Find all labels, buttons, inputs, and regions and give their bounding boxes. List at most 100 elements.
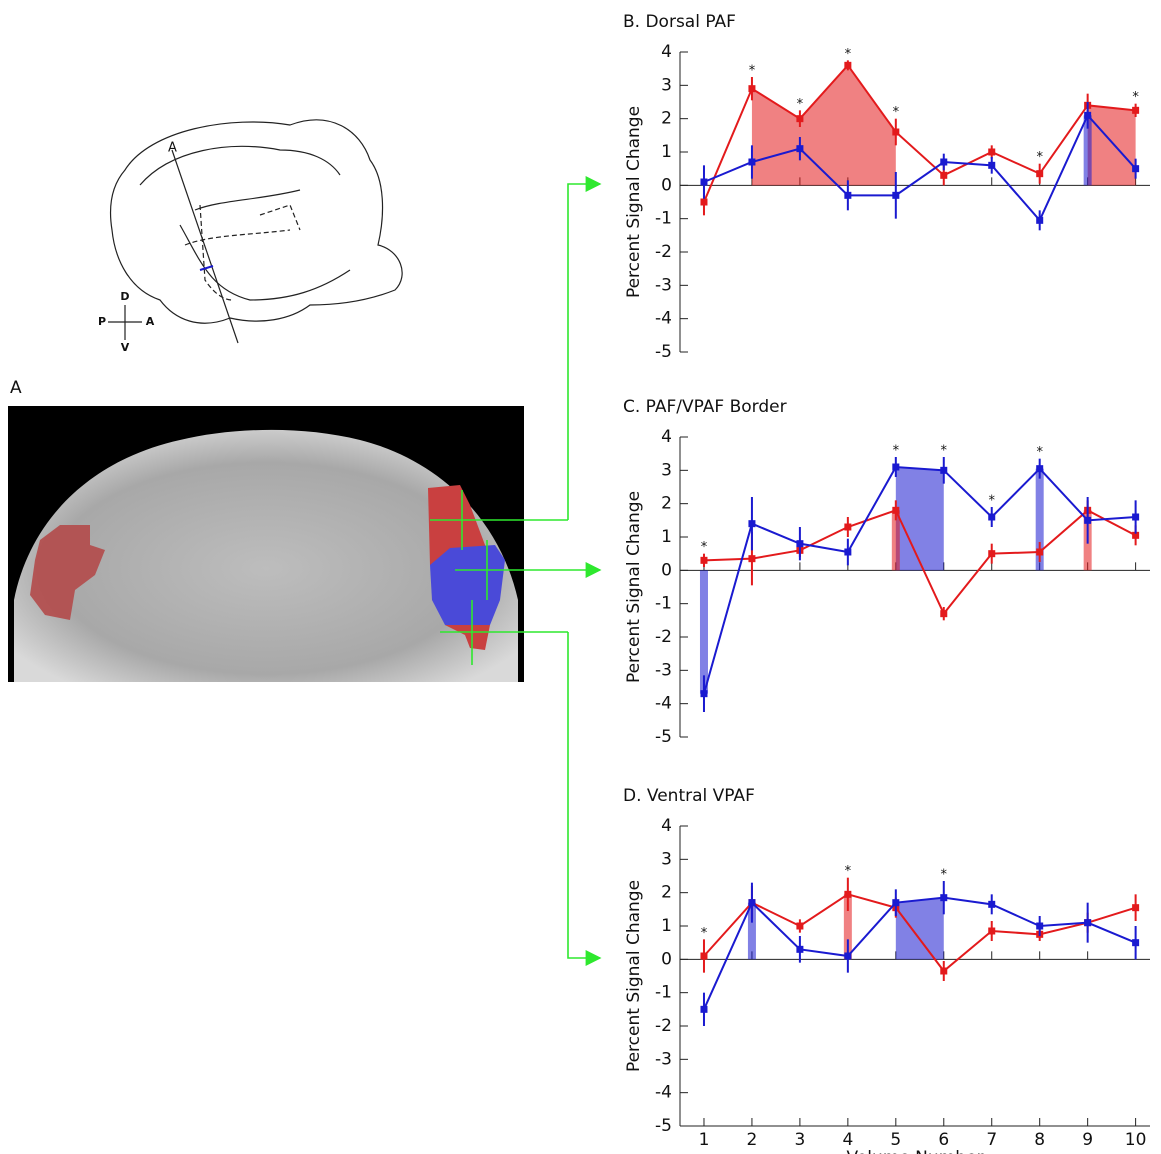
y-tick-label: -3 bbox=[655, 1049, 672, 1069]
data-point bbox=[988, 550, 995, 557]
data-point bbox=[1132, 165, 1139, 172]
data-point bbox=[940, 159, 947, 166]
y-tick-label: -3 bbox=[655, 660, 672, 680]
data-point bbox=[988, 928, 995, 935]
data-point bbox=[1036, 170, 1043, 177]
data-point bbox=[988, 901, 995, 908]
y-tick-label: 3 bbox=[661, 849, 672, 869]
y-tick-label: -1 bbox=[655, 983, 672, 1003]
data-point bbox=[748, 85, 755, 92]
brain-sketch bbox=[108, 120, 402, 343]
x-tick-label: 3 bbox=[794, 1130, 805, 1150]
y-axis-label: Percent Signal Change bbox=[624, 880, 644, 1072]
cut-label: A bbox=[168, 141, 177, 156]
chart-title: C. PAF/VPAF Border bbox=[623, 397, 787, 417]
significance-marker: * bbox=[749, 64, 756, 79]
significance-marker: * bbox=[1036, 445, 1043, 460]
y-tick-label: 3 bbox=[661, 75, 672, 95]
significance-marker: * bbox=[893, 105, 900, 120]
data-point bbox=[700, 1006, 707, 1013]
data-point bbox=[844, 953, 851, 960]
significance-marker: * bbox=[1132, 90, 1139, 105]
significance-marker: * bbox=[845, 47, 852, 62]
y-tick-label: 0 bbox=[661, 949, 672, 969]
data-point bbox=[844, 62, 851, 69]
data-point bbox=[892, 129, 899, 136]
data-point bbox=[940, 467, 947, 474]
data-point bbox=[892, 899, 899, 906]
y-tick-label: -4 bbox=[655, 1083, 672, 1103]
data-point bbox=[844, 192, 851, 199]
data-point bbox=[1132, 939, 1139, 946]
data-point bbox=[700, 557, 707, 564]
y-tick-label: 2 bbox=[661, 109, 672, 129]
y-tick-label: -2 bbox=[655, 242, 672, 262]
panel-label: A bbox=[10, 378, 22, 398]
y-tick-label: 1 bbox=[661, 527, 672, 547]
data-point bbox=[748, 555, 755, 562]
y-tick-label: -5 bbox=[655, 1116, 672, 1136]
significance-marker: * bbox=[845, 864, 852, 879]
y-tick-label: 3 bbox=[661, 460, 672, 480]
x-tick-label: 10 bbox=[1125, 1130, 1147, 1150]
data-point bbox=[700, 953, 707, 960]
data-point bbox=[1084, 112, 1091, 119]
x-axis-label: Volume Number bbox=[847, 1148, 984, 1154]
data-point bbox=[892, 192, 899, 199]
x-tick-label: 1 bbox=[699, 1130, 710, 1150]
significance-marker: * bbox=[988, 494, 995, 509]
data-point bbox=[988, 162, 995, 169]
chart-title: D. Ventral VPAF bbox=[623, 786, 755, 806]
significance-marker: * bbox=[941, 868, 948, 883]
data-point bbox=[940, 968, 947, 975]
y-tick-label: 4 bbox=[661, 816, 672, 836]
y-tick-label: 1 bbox=[661, 142, 672, 162]
significance-marker: * bbox=[893, 444, 900, 459]
significance-marker: * bbox=[797, 97, 804, 112]
data-point bbox=[1036, 217, 1043, 224]
data-point bbox=[700, 199, 707, 206]
significance-shade bbox=[1088, 105, 1136, 185]
data-point bbox=[748, 899, 755, 906]
data-point bbox=[892, 507, 899, 514]
data-point bbox=[1132, 904, 1139, 911]
data-point bbox=[1084, 517, 1091, 524]
significance-shade bbox=[752, 65, 896, 185]
x-tick-label: 5 bbox=[890, 1130, 901, 1150]
y-tick-label: 0 bbox=[661, 560, 672, 580]
data-point bbox=[796, 115, 803, 122]
data-point bbox=[844, 549, 851, 556]
y-axis-label: Percent Signal Change bbox=[624, 491, 644, 683]
mri-slice bbox=[8, 184, 600, 958]
data-point bbox=[988, 149, 995, 156]
y-tick-label: -2 bbox=[655, 1016, 672, 1036]
data-point bbox=[1084, 919, 1091, 926]
data-point bbox=[940, 172, 947, 179]
y-tick-label: -3 bbox=[655, 275, 672, 295]
y-tick-label: 1 bbox=[661, 916, 672, 936]
significance-shade bbox=[896, 467, 944, 570]
data-point bbox=[1132, 514, 1139, 521]
y-axis-label: Percent Signal Change bbox=[624, 106, 644, 298]
data-point bbox=[796, 946, 803, 953]
y-tick-label: 2 bbox=[661, 883, 672, 903]
y-tick-label: 4 bbox=[661, 42, 672, 62]
significance-shade bbox=[896, 898, 944, 960]
x-tick-label: 7 bbox=[986, 1130, 997, 1150]
orientation-label: D bbox=[120, 290, 129, 303]
x-tick-label: 2 bbox=[747, 1130, 758, 1150]
figure: A D P A V A B. Dorsal PAFPercent Signal … bbox=[0, 0, 1161, 1154]
data-point bbox=[892, 464, 899, 471]
data-point bbox=[1132, 107, 1139, 114]
data-point bbox=[1036, 465, 1043, 472]
data-point bbox=[1036, 923, 1043, 930]
x-tick-label: 4 bbox=[842, 1130, 853, 1150]
data-point bbox=[700, 690, 707, 697]
y-tick-label: -1 bbox=[655, 209, 672, 229]
data-point bbox=[748, 159, 755, 166]
x-tick-label: 8 bbox=[1034, 1130, 1045, 1150]
y-tick-label: 4 bbox=[661, 427, 672, 447]
y-tick-label: -1 bbox=[655, 594, 672, 614]
data-point bbox=[844, 524, 851, 531]
y-tick-label: 2 bbox=[661, 494, 672, 514]
